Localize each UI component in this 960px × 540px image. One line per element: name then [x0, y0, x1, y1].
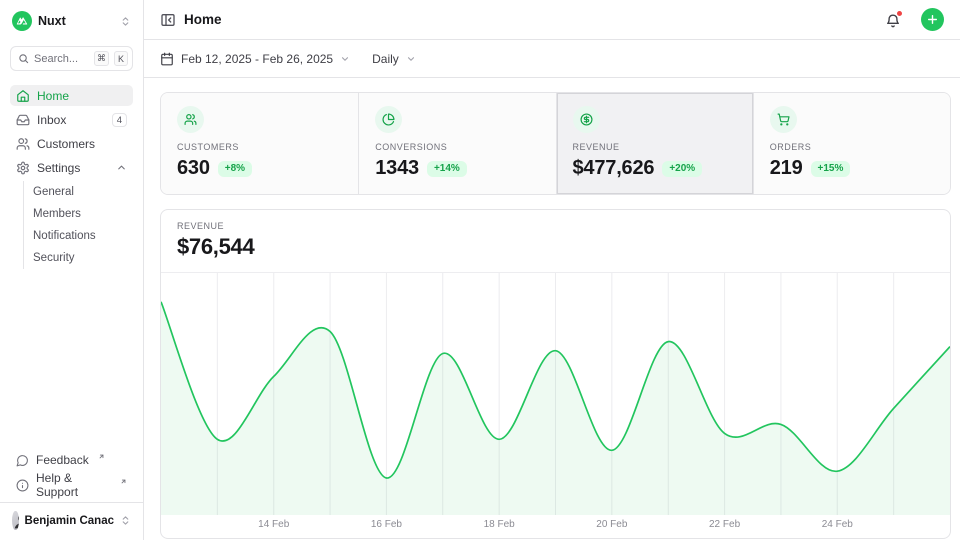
- info-circle-icon: [16, 479, 29, 492]
- chart-pie-icon: [375, 106, 403, 133]
- stat-value: 630: [177, 157, 210, 179]
- sidebar-item-customers[interactable]: Customers: [10, 133, 133, 154]
- sidebar-item-feedback[interactable]: Feedback: [10, 449, 133, 471]
- kbd-k: K: [114, 51, 128, 66]
- notifications-button[interactable]: [885, 9, 903, 28]
- stat-value: 219: [769, 157, 803, 179]
- stat-label: CONVERSIONS: [375, 142, 448, 152]
- search-placeholder: Search...: [34, 52, 79, 65]
- home-icon: [16, 89, 30, 103]
- inbox-icon: [16, 113, 30, 127]
- gear-icon: [16, 161, 30, 175]
- users-icon: [177, 106, 204, 133]
- search-input[interactable]: Search... ⌘ K: [10, 46, 133, 71]
- stat-revenue[interactable]: REVENUE $477,626 +20%: [555, 93, 753, 194]
- search-icon: [18, 53, 29, 64]
- chart-header: REVENUE $76,544: [161, 210, 950, 273]
- sidebar-item-settings[interactable]: Settings: [10, 157, 133, 178]
- chart-label: REVENUE: [177, 221, 225, 231]
- sidebar-nav: Home Inbox 4 Customers Settings Genera: [10, 85, 133, 271]
- topbar: Home: [144, 0, 960, 40]
- avatar: [12, 511, 19, 530]
- stat-conversions[interactable]: CONVERSIONS 1343 +14%: [358, 93, 556, 194]
- stat-label: ORDERS: [769, 142, 812, 152]
- chevron-up-icon: [116, 162, 127, 173]
- x-tick-label: 24 Feb: [821, 519, 853, 530]
- filter-toolbar: Feb 12, 2025 - Feb 26, 2025 Daily: [144, 40, 960, 78]
- chart-value: $76,544: [177, 234, 255, 259]
- granularity-select[interactable]: Daily: [372, 52, 416, 66]
- bell-icon: [887, 14, 899, 27]
- calendar-icon: [160, 52, 174, 66]
- page-title: Home: [184, 12, 222, 27]
- sidebar-item-security[interactable]: Security: [33, 252, 75, 264]
- sidebar-spacer: [10, 271, 133, 449]
- delta-badge: +14%: [426, 160, 467, 177]
- chevron-down-icon: [340, 54, 350, 64]
- message-circle-icon: [16, 454, 29, 467]
- plus-icon: [928, 15, 937, 24]
- x-tick-label: 16 Feb: [370, 519, 402, 530]
- sidebar-item-general[interactable]: General: [33, 186, 74, 198]
- divider: [0, 502, 143, 503]
- sidebar-item-home[interactable]: Home: [10, 85, 133, 106]
- chart-plot[interactable]: [161, 273, 950, 515]
- sidebar-item-help-support[interactable]: Help & Support: [10, 471, 133, 499]
- user-name: Benjamin Canac: [24, 514, 114, 527]
- kbd-cmd: ⌘: [94, 51, 109, 66]
- revenue-chart: [161, 273, 950, 515]
- nuxt-logo-icon: [12, 11, 32, 31]
- delta-badge: +15%: [810, 160, 851, 177]
- settings-submenu: General Members Notifications Security: [23, 181, 133, 269]
- revenue-chart-card: REVENUE $76,544 14 Feb 16 Feb 18 Feb 20 Feb…: [160, 209, 951, 539]
- main-area: Home Feb 12, 2025 - Feb 26, 2025 Daily: [144, 0, 960, 540]
- x-tick-label: 20 Feb: [596, 519, 628, 530]
- user-menu[interactable]: Benjamin Canac: [10, 503, 133, 532]
- x-tick-label: 22 Feb: [708, 519, 741, 530]
- x-tick-label: 14 Feb: [258, 519, 290, 530]
- chevron-select-icon: [120, 16, 131, 27]
- delta-badge: +20%: [662, 160, 703, 177]
- date-range-picker[interactable]: Feb 12, 2025 - Feb 26, 2025: [160, 52, 350, 66]
- stat-label: REVENUE: [572, 142, 620, 152]
- stat-value: 1343: [375, 157, 419, 179]
- delta-badge: +8%: [217, 160, 253, 177]
- sidebar: Nuxt Search... ⌘ K Home Inbox 4: [0, 0, 144, 540]
- notification-dot: [896, 9, 903, 17]
- panel-left-collapse-icon[interactable]: [160, 12, 176, 28]
- dashboard-content: CUSTOMERS 630 +8% CONVERSIONS 1343 +14%: [144, 78, 960, 539]
- x-axis: 14 Feb 16 Feb 18 Feb 20 Feb 22 Feb 24 Feb: [161, 515, 950, 538]
- sidebar-footer: Feedback Help & Support Benjamin Canac: [0, 449, 143, 532]
- sidebar-item-inbox[interactable]: Inbox 4: [10, 109, 133, 130]
- stat-label: CUSTOMERS: [177, 142, 239, 152]
- chevron-select-icon: [120, 515, 131, 526]
- stats-panel: CUSTOMERS 630 +8% CONVERSIONS 1343 +14%: [160, 92, 951, 195]
- chevron-down-icon: [406, 54, 416, 64]
- add-button[interactable]: [921, 8, 944, 31]
- sidebar-item-notifications[interactable]: Notifications: [33, 230, 96, 242]
- external-link-icon: [120, 478, 127, 485]
- users-icon: [16, 137, 30, 151]
- x-tick-label: 18 Feb: [483, 519, 515, 530]
- workspace-switcher[interactable]: Nuxt: [10, 10, 133, 32]
- workspace-name: Nuxt: [38, 14, 66, 28]
- cart-icon: [769, 106, 797, 133]
- inbox-count-badge: 4: [111, 112, 127, 127]
- external-link-icon: [98, 453, 105, 460]
- stat-value: $477,626: [572, 157, 655, 179]
- stat-orders[interactable]: ORDERS 219 +15%: [752, 93, 950, 194]
- sidebar-item-members[interactable]: Members: [33, 208, 81, 220]
- stat-customers[interactable]: CUSTOMERS 630 +8%: [161, 93, 359, 194]
- circle-dollar-icon: [572, 106, 600, 133]
